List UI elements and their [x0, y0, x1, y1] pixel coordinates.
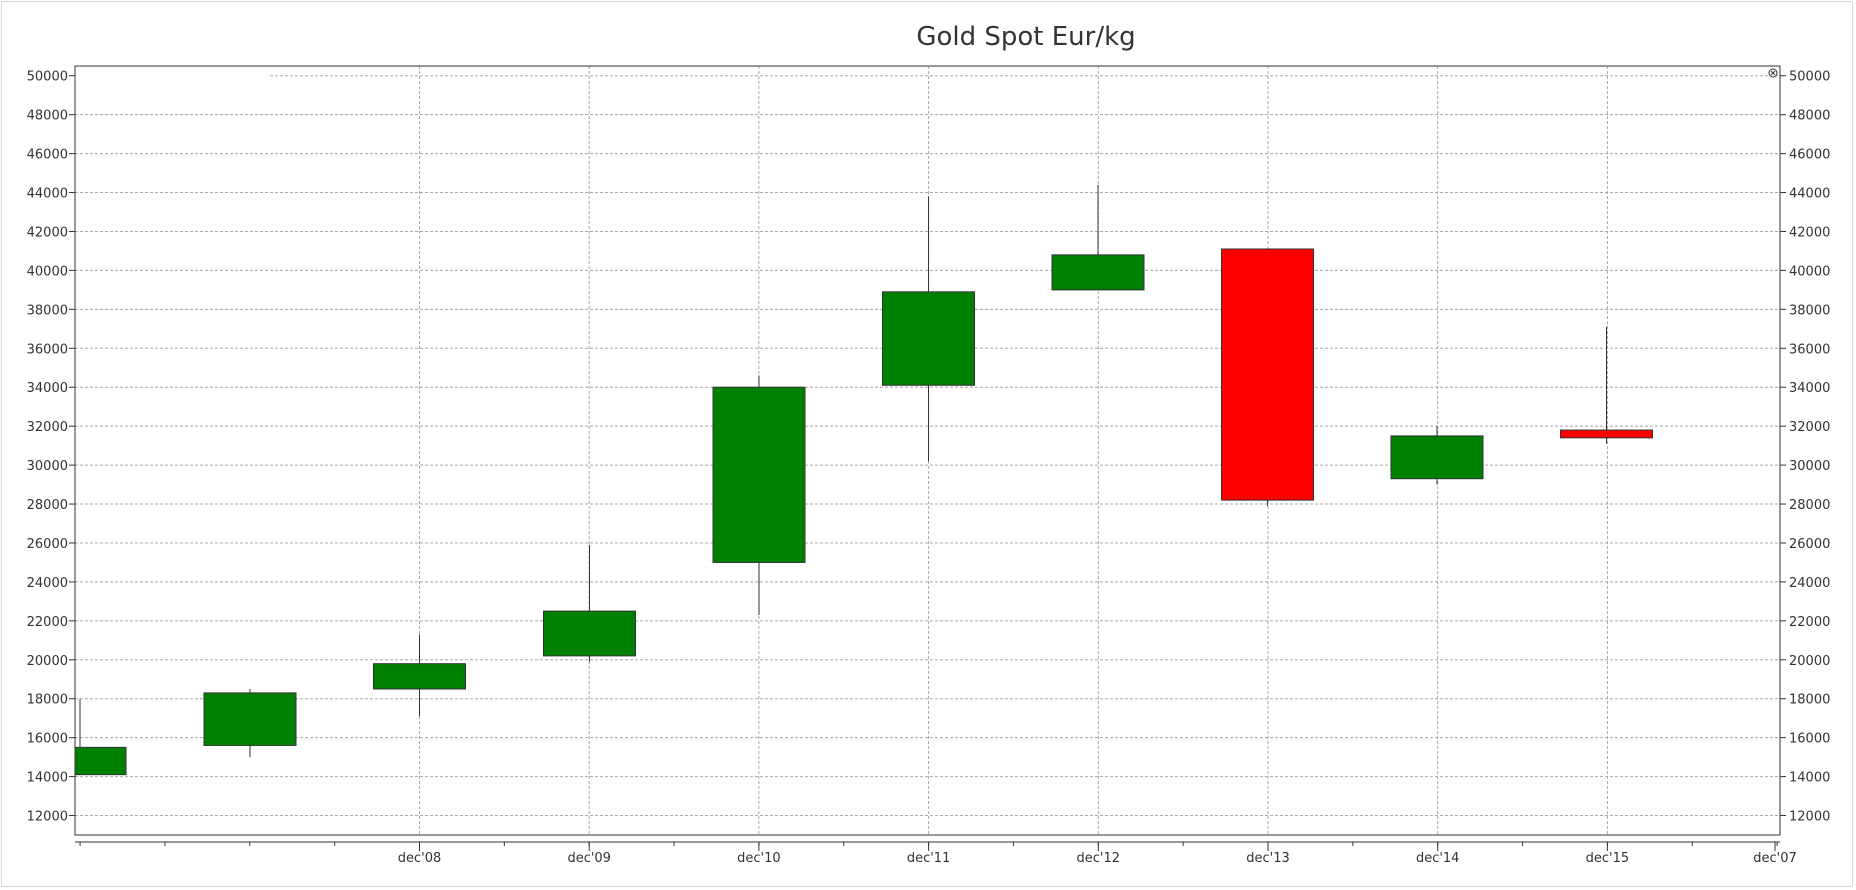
- y-tick-label-left: 42000: [27, 225, 68, 240]
- y-tick-label-right: 24000: [1789, 576, 1830, 591]
- y-tick-label-left: 22000: [27, 615, 68, 630]
- y-tick-label-right: 44000: [1789, 187, 1830, 202]
- x-tick-label: dec'13: [1246, 851, 1290, 866]
- x-tick-label: dec'08: [398, 851, 442, 866]
- y-tick-label-left: 36000: [27, 342, 68, 357]
- y-tick-label-right: 28000: [1789, 498, 1830, 513]
- y-tick-label-left: 14000: [27, 771, 68, 786]
- y-tick-label-right: 20000: [1789, 654, 1830, 669]
- y-tick-label-left: 24000: [27, 576, 68, 591]
- candle-body-up: [1390, 435, 1484, 480]
- x-tick-label: dec'15: [1586, 851, 1630, 866]
- y-tick-label-right: 18000: [1789, 693, 1830, 708]
- y-tick-label-left: 40000: [27, 264, 68, 279]
- y-tick-label-right: 50000: [1789, 70, 1830, 85]
- candle-body-up: [882, 291, 975, 386]
- y-tick-label-left: 12000: [27, 810, 68, 825]
- candle-body-up: [74, 746, 127, 776]
- y-tick-label-left: 28000: [27, 498, 68, 513]
- candle-body-down: [1221, 248, 1314, 501]
- close-icon[interactable]: [1768, 68, 1778, 78]
- y-tick-label-right: 22000: [1789, 615, 1830, 630]
- y-tick-label-right: 40000: [1789, 264, 1830, 279]
- y-tick-label-left: 34000: [27, 381, 68, 396]
- y-tick-label-left: 16000: [27, 732, 68, 747]
- grid-layer: [75, 66, 1780, 835]
- candle-body-up: [712, 386, 806, 563]
- candle-body-up: [203, 692, 297, 746]
- y-tick-label-right: 42000: [1789, 225, 1830, 240]
- y-tick-label-left: 26000: [27, 537, 68, 552]
- plot-area-border: [74, 65, 1781, 836]
- y-tick-label-right: 46000: [1789, 148, 1830, 163]
- y-tick-label-left: 48000: [27, 109, 68, 124]
- y-axis-left: 12000 14000 16000 18000 20000 22000 24000 26000…: [27, 70, 75, 825]
- y-tick-label-left: 46000: [27, 148, 68, 163]
- y-tick-label-right: 12000: [1789, 810, 1830, 825]
- y-tick-label-left: 20000: [27, 654, 68, 669]
- candles: [74, 184, 1653, 776]
- y-tick-label-left: 30000: [27, 459, 68, 474]
- x-tick-label: dec'12: [1077, 851, 1121, 866]
- candle-body-up: [543, 610, 636, 657]
- candle-body-up: [1051, 254, 1145, 291]
- x-axis: dec'08 dec'09 dec'10 dec'11 dec'12 dec'13 dec'…: [75, 841, 1797, 866]
- y-tick-label-right: 26000: [1789, 537, 1830, 552]
- y-tick-label-right: 36000: [1789, 342, 1830, 357]
- y-tick-label-right: 48000: [1789, 109, 1830, 124]
- y-tick-label-left: 50000: [27, 70, 68, 85]
- y-tick-label-left: 18000: [27, 693, 68, 708]
- y-tick-label-right: 34000: [1789, 381, 1830, 396]
- y-tick-label-left: 44000: [27, 187, 68, 202]
- x-tick-label: dec'10: [737, 851, 781, 866]
- y-tick-label-right: 30000: [1789, 459, 1830, 474]
- y-tick-label-left: 32000: [27, 420, 68, 435]
- y-tick-label-right: 14000: [1789, 771, 1830, 786]
- x-tick-label: dec'07: [1753, 851, 1797, 866]
- y-tick-label-right: 32000: [1789, 420, 1830, 435]
- y-axis-right: 12000 14000 16000 18000 20000 22000 24000 26000…: [1780, 70, 1830, 825]
- y-tick-label-left: 38000: [27, 303, 68, 318]
- x-tick-label: dec'11: [907, 851, 951, 866]
- chart-title: Gold Spot Eur/kg: [916, 22, 1136, 52]
- candle-body-down: [1560, 429, 1653, 439]
- y-tick-label-right: 38000: [1789, 303, 1830, 318]
- x-tick-label: dec'14: [1416, 851, 1460, 866]
- candle-body-up: [373, 663, 466, 690]
- x-tick-label: dec'09: [567, 851, 611, 866]
- y-tick-label-right: 16000: [1789, 732, 1830, 747]
